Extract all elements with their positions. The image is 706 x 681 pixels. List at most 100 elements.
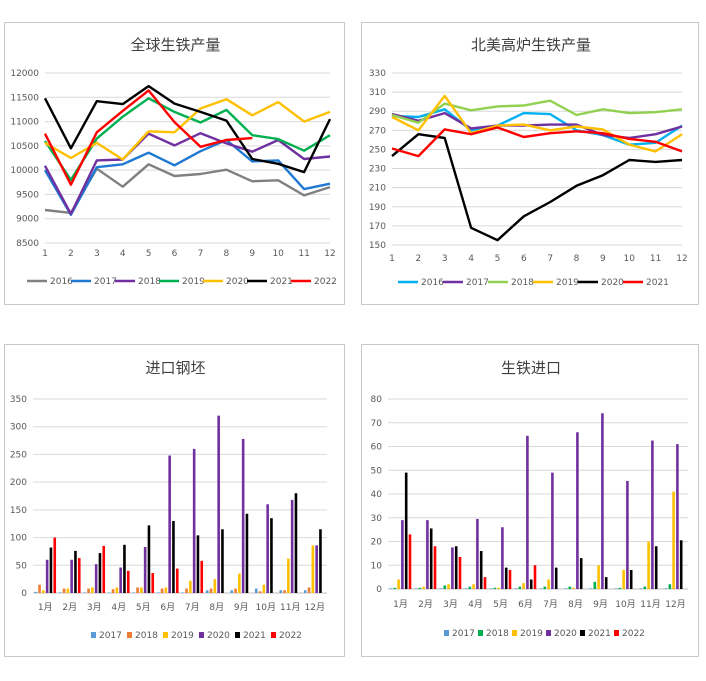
bar-2021: [529, 579, 533, 589]
bar-2019: [472, 584, 475, 589]
bar-2018: [468, 586, 472, 590]
bar-2022: [175, 568, 179, 593]
x-tick-label: 3月: [87, 602, 102, 613]
legend-label-2018: 2018: [511, 278, 534, 288]
bar-2017: [205, 590, 209, 593]
bar-2020: [551, 472, 554, 589]
x-tick-label: 5: [495, 254, 501, 264]
bar-2021: [554, 567, 558, 590]
legend-label-2020: 2020: [226, 277, 249, 287]
series-line-2020: [391, 133, 683, 242]
bar-2018: [668, 584, 672, 589]
x-tick-label: 9月: [234, 602, 249, 613]
bar-2019: [622, 570, 625, 589]
x-tick-label: 7月: [185, 602, 200, 613]
bar-2021: [74, 550, 77, 593]
x-tick-label: 11月: [640, 599, 660, 610]
x-tick-label: 9: [249, 249, 255, 259]
bar-2021: [123, 544, 126, 593]
bar-2022: [151, 573, 155, 593]
bar-2018: [111, 589, 115, 593]
legend-label-2020: 2020: [207, 631, 230, 641]
series-line-2020: [44, 98, 331, 161]
series-line-2022: [43, 89, 253, 186]
y-tick-label: 190: [369, 203, 386, 213]
x-tick-label: 12月: [665, 599, 685, 610]
chart-title-2: 进口钢坯: [145, 359, 205, 377]
bar-2017: [181, 592, 185, 594]
y-tick-label: 0: [21, 589, 27, 599]
bar-2021: [454, 546, 458, 589]
bar-2018: [543, 586, 547, 590]
x-tick-label: 3: [94, 249, 100, 259]
legend-label-2021: 2021: [646, 278, 669, 288]
legend-label-2022: 2022: [314, 277, 337, 287]
y-tick-label: 30: [371, 514, 383, 524]
legend-swatch-2020: [546, 630, 551, 636]
bar-2018: [618, 587, 622, 589]
bar-2020: [676, 444, 679, 590]
bar-2020: [451, 547, 454, 589]
bar-2019: [42, 590, 45, 593]
x-tick-label: 12月: [305, 602, 325, 613]
x-tick-label: 2: [415, 254, 421, 264]
bar-2018: [160, 588, 164, 593]
bar-2022: [53, 537, 57, 593]
x-tick-label: 2月: [418, 599, 433, 610]
bar-2017: [107, 592, 111, 594]
bar-2021: [604, 577, 608, 590]
x-tick-label: 11: [298, 249, 309, 259]
y-tick-label: 250: [369, 145, 386, 155]
bar-2017: [230, 590, 234, 593]
legend-label-2019: 2019: [556, 278, 579, 288]
bar-2021: [147, 525, 151, 593]
y-tick-label: 0: [376, 585, 382, 595]
bar-2019: [140, 587, 143, 593]
bar-2019: [189, 580, 192, 593]
x-tick-label: 11: [650, 254, 661, 264]
chart-panel-pig-iron-imports: 生铁进口 0 10 20 30 40 50 60 70 80 1月 2月 3月 4月 5月 6月 7月 8月 9月 1…: [361, 344, 699, 657]
bar-2018: [209, 588, 213, 593]
bar-2021: [579, 558, 583, 590]
x-tick-label: 6: [172, 249, 178, 259]
bar-2021: [172, 520, 175, 593]
y-tick-label: 50: [371, 466, 383, 476]
chart-panel-na-blast-furnace: 北美高炉生铁产量 150 170 190 210 230 250 270 290 310 330 1 2…: [361, 22, 699, 305]
legend-swatch-2018: [478, 630, 483, 636]
bar-2021: [679, 540, 683, 589]
y-tick-label: 80: [371, 395, 383, 405]
legend-label-2019: 2019: [171, 631, 194, 641]
bar-2021: [629, 570, 633, 589]
bar-2019: [115, 587, 119, 593]
y-tick-label: 10500: [10, 142, 39, 152]
y-tick-label: 310: [369, 88, 386, 98]
series-line-2016: [391, 108, 683, 146]
y-tick-label: 50: [16, 561, 28, 571]
bar-2020: [601, 413, 604, 589]
x-tick-label: 4月: [111, 602, 126, 613]
bar-2019: [287, 558, 290, 593]
bar-2019: [572, 587, 575, 589]
legend-swatch-2019: [512, 630, 517, 636]
bar-2019: [522, 583, 525, 589]
y-tick-label: 270: [369, 126, 386, 136]
bar-2020: [315, 545, 318, 593]
bar-2019: [91, 587, 94, 593]
bar-2021: [404, 472, 408, 589]
bar-2020: [70, 559, 73, 593]
bar-2022: [508, 570, 512, 589]
x-tick-label: 8: [223, 249, 229, 259]
bar-2020: [266, 504, 269, 593]
series-line-2018: [391, 99, 683, 124]
bar-2017: [564, 588, 568, 589]
x-tick-label: 10月: [615, 599, 635, 610]
bar-2022: [77, 558, 81, 593]
bar-2022: [483, 577, 487, 590]
legend-label-2022: 2022: [279, 631, 302, 641]
bar-2017: [156, 592, 160, 594]
bar-2017: [614, 588, 618, 589]
y-tick-label: 10: [371, 561, 383, 571]
chart-svg-pig-iron-imports: 生铁进口 0 10 20 30 40 50 60 70 80 1月 2月 3月 4月 5月 6月 7月 8月 9月 1…: [371, 359, 688, 639]
x-tick-label: 6月: [160, 602, 175, 613]
